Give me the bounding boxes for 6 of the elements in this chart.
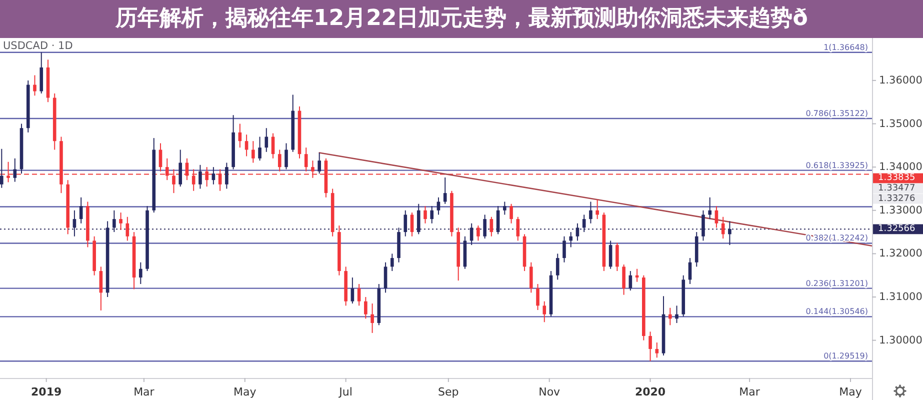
ref-line-label: 1.32566 — [878, 224, 916, 234]
title: 历年解析，揭秘往年12月22日加元走势，最新预测助你洞悉未来趋势ð — [116, 5, 808, 33]
annotation: 1.33276 — [873, 194, 923, 204]
annotation: 1.33477 — [873, 184, 923, 194]
ref-line-label: 1.33835 — [878, 173, 916, 184]
subtitle: USDCAD · 1D — [3, 40, 73, 52]
